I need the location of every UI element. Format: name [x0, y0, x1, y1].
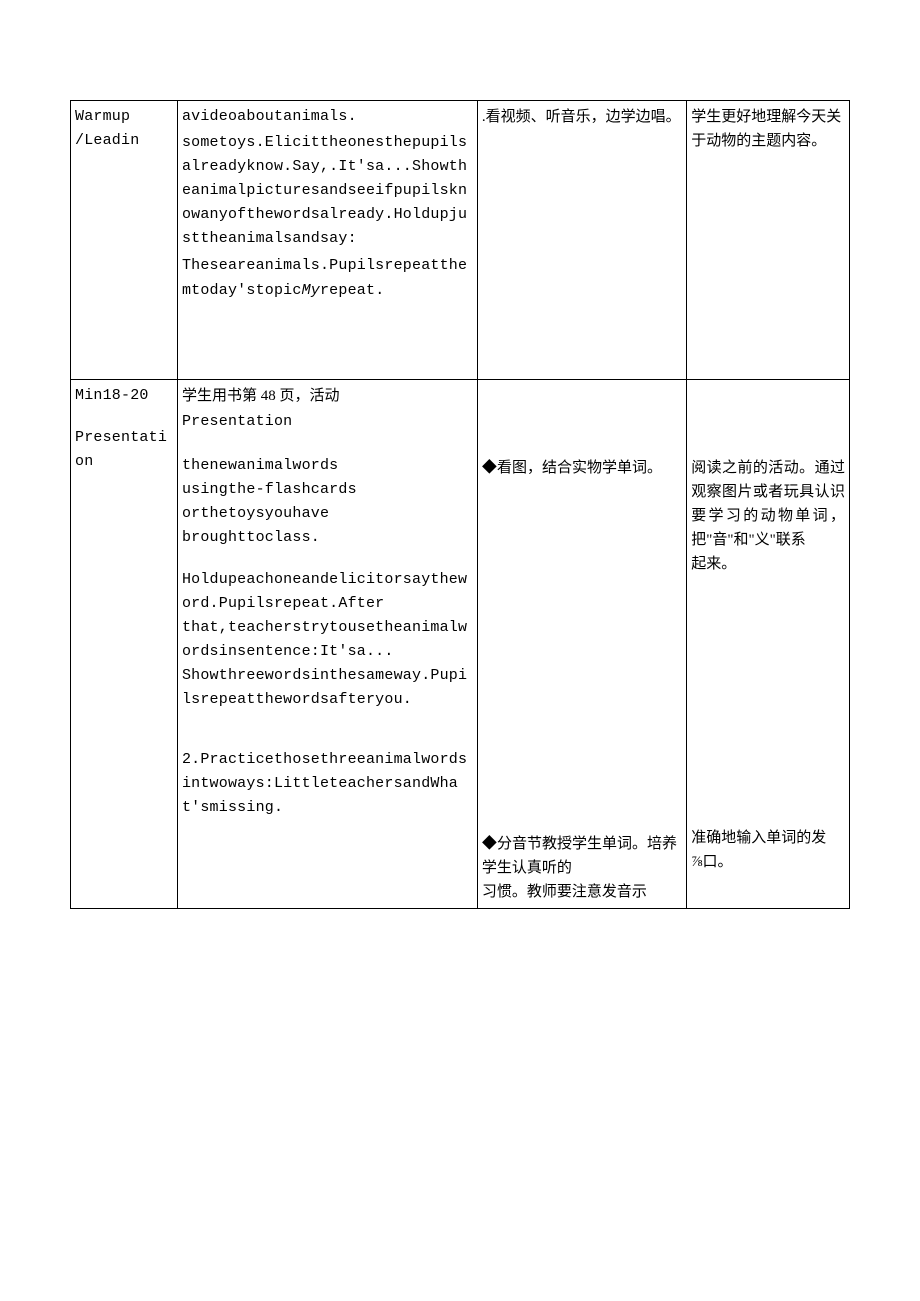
activity-text: orthetoysyouhave	[182, 502, 473, 526]
purpose-text: 阅读之前的活动。通过观察图片或者玩具认识要学习的动物单词，把"音"和"义"联系	[691, 456, 845, 552]
table-row: Warmup /Leadin avideoaboutanimals. somet…	[71, 101, 850, 380]
stage-label: /Leadin	[75, 129, 173, 153]
purpose-text: 准确地输入单词的发	[691, 826, 845, 850]
activity-text: 2.Practicethosethreeanimalwordsintwoways…	[182, 748, 473, 820]
activity-text: thenewanimalwords	[182, 454, 473, 478]
activity-text: sometoys.Elicittheonesthepupilsalreadykn…	[182, 131, 473, 251]
table-row: Min18-20 Presentation 学生用书第 48 页，活动 Pres…	[71, 380, 850, 909]
activity-text: avideoaboutanimals.	[182, 105, 473, 129]
student-text: 看图，结合实物学单词。	[497, 460, 662, 476]
activity-text: repeat.	[320, 282, 384, 299]
activity-subheading: Presentation	[182, 410, 473, 434]
stage-cell: Warmup /Leadin	[71, 101, 178, 380]
student-bullet: ◆分音节教授学生单词。培养学生认真听的	[482, 832, 682, 880]
purpose-cell: 学生更好地理解今天关于动物的主题内容。	[687, 101, 850, 380]
student-text: .看视频、听音乐，边学边唱。	[482, 105, 682, 129]
activity-heading: 学生用书第 48 页，活动	[182, 384, 473, 408]
purpose-text: ⅞口。	[691, 850, 845, 874]
student-bullet: ◆看图，结合实物学单词。	[482, 456, 682, 480]
activity-text: Holdupeachoneandelicitorsaytheword.Pupil…	[182, 568, 473, 616]
activity-text: that,teacherstrytousetheanimalwordsinsen…	[182, 616, 473, 664]
stage-label: Warmup	[75, 105, 173, 129]
teacher-activity-cell: avideoaboutanimals. sometoys.Elicittheon…	[177, 101, 477, 380]
activity-text: usingthe-flashcards	[182, 478, 473, 502]
stage-label: Min18-20	[75, 384, 173, 408]
activity-text: Showthreewordsinthesameway.Pupilsrepeatt…	[182, 664, 473, 712]
diamond-bullet-icon: ◆	[482, 460, 497, 476]
diamond-bullet-icon: ◆	[482, 836, 497, 852]
student-text: 习惯。教师要注意发音示	[482, 880, 682, 904]
purpose-text: 学生更好地理解今天关于动物的主题内容。	[691, 105, 845, 153]
document-page: Warmup /Leadin avideoaboutanimals. somet…	[70, 100, 850, 909]
stage-label: Presentation	[75, 426, 173, 474]
activity-text: broughttoclass.	[182, 526, 473, 550]
stage-cell: Min18-20 Presentation	[71, 380, 178, 909]
student-activity-cell: ◆看图，结合实物学单词。 ◆分音节教授学生单词。培养学生认真听的 习惯。教师要注…	[477, 380, 686, 909]
activity-text-italic: My	[302, 282, 320, 299]
lesson-plan-table: Warmup /Leadin avideoaboutanimals. somet…	[70, 100, 850, 909]
purpose-cell: 阅读之前的活动。通过观察图片或者玩具认识要学习的动物单词，把"音"和"义"联系 …	[687, 380, 850, 909]
purpose-text: 起来。	[691, 552, 845, 576]
student-text: 分音节教授学生单词。培养学生认真听的	[482, 836, 677, 876]
student-activity-cell: .看视频、听音乐，边学边唱。	[477, 101, 686, 380]
teacher-activity-cell: 学生用书第 48 页，活动 Presentation thenewanimalw…	[177, 380, 477, 909]
